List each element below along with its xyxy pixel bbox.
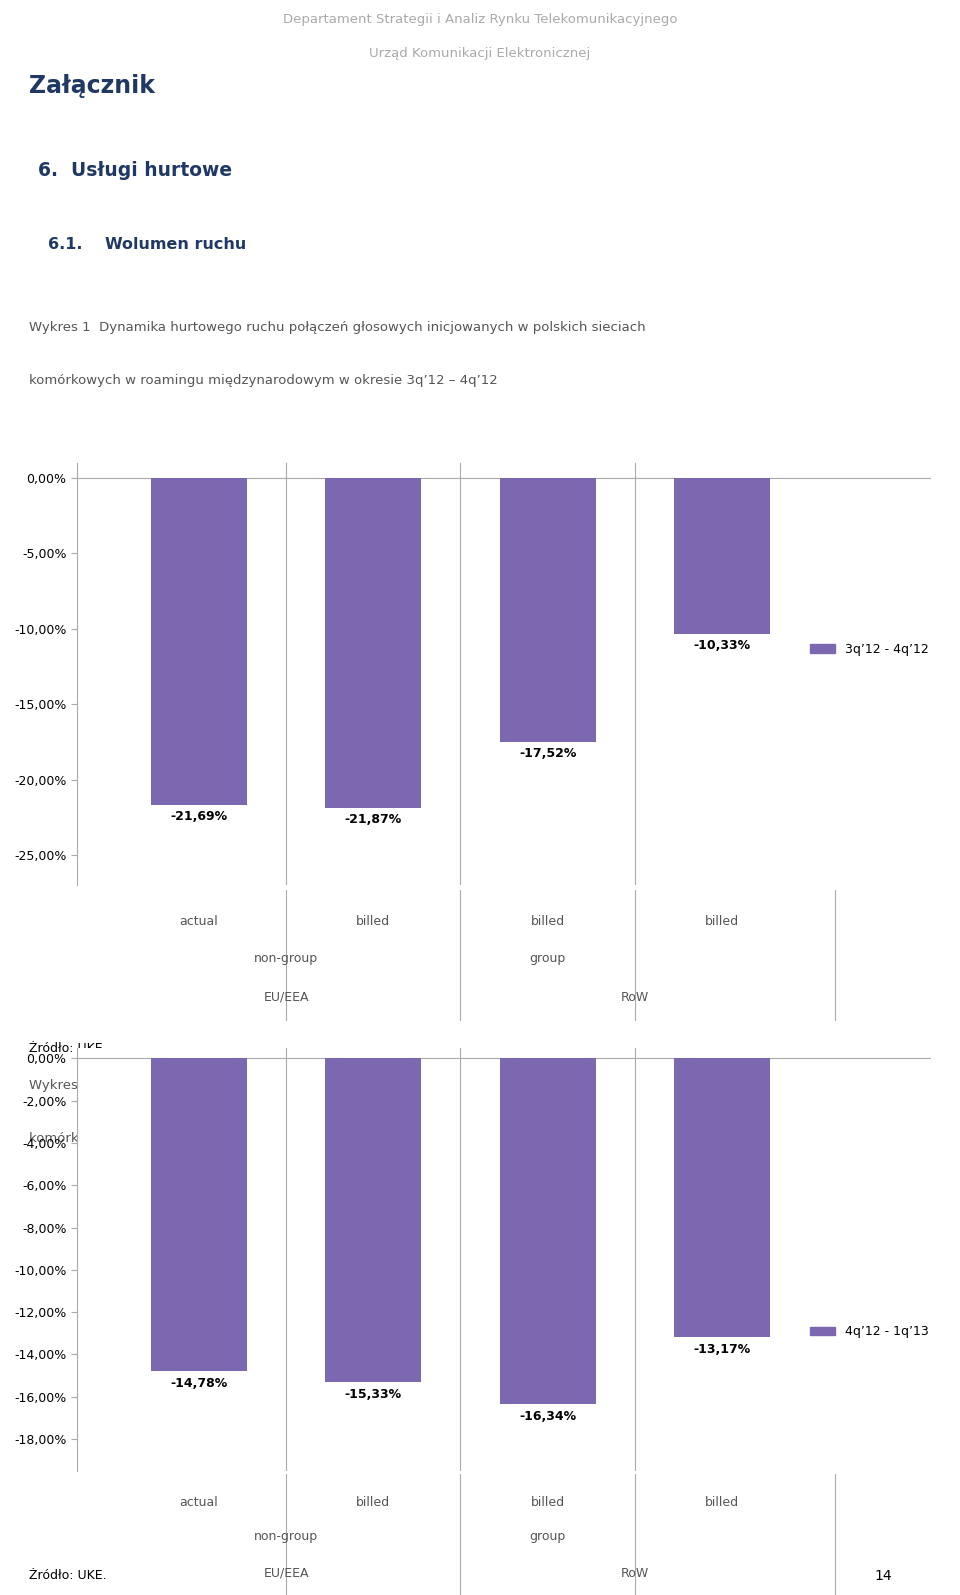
Text: billed: billed — [705, 1496, 739, 1509]
Bar — [325, 1059, 421, 1383]
Bar — [674, 1059, 770, 1337]
Text: 6.1.    Wolumen ruchu: 6.1. Wolumen ruchu — [48, 238, 247, 252]
Text: -16,34%: -16,34% — [519, 1410, 576, 1423]
Text: group: group — [530, 1530, 565, 1544]
Bar — [499, 477, 595, 742]
Text: -13,17%: -13,17% — [693, 1343, 751, 1356]
Text: Żródło: UKE.: Żródło: UKE. — [29, 1569, 107, 1582]
Text: Żródło: UKE.: Żródło: UKE. — [29, 1042, 107, 1056]
Text: EU/EEA: EU/EEA — [263, 990, 309, 1003]
Text: 14: 14 — [875, 1569, 892, 1582]
Text: EU/EEA: EU/EEA — [263, 1566, 309, 1579]
Text: -21,69%: -21,69% — [170, 810, 228, 823]
Text: RoW: RoW — [621, 990, 649, 1003]
Text: 6.  Usługi hurtowe: 6. Usługi hurtowe — [38, 161, 232, 180]
Text: billed: billed — [356, 916, 391, 928]
Text: -15,33%: -15,33% — [345, 1388, 402, 1402]
Text: komórkowych w roamingu międzynarodowym w okresie 4q’12 – 1q’13: komórkowych w roamingu międzynarodowym w… — [29, 1132, 497, 1145]
Text: Wykres 1  Dynamika hurtowego ruchu połączeń głosowych inicjowanych w polskich si: Wykres 1 Dynamika hurtowego ruchu połącz… — [29, 321, 645, 333]
Text: actual: actual — [180, 916, 218, 928]
Text: -10,33%: -10,33% — [693, 640, 751, 652]
Text: non-group: non-group — [254, 952, 318, 965]
Bar — [325, 477, 421, 807]
Text: -21,87%: -21,87% — [345, 813, 402, 826]
Legend: 4q’12 - 1q’13: 4q’12 - 1q’13 — [804, 1321, 933, 1343]
Legend: 3q’12 - 4q’12: 3q’12 - 4q’12 — [804, 638, 933, 660]
Text: Departament Strategii i Analiz Rynku Telekomunikacyjnego: Departament Strategii i Analiz Rynku Tel… — [283, 13, 677, 27]
Bar — [151, 1059, 247, 1370]
Text: non-group: non-group — [254, 1530, 318, 1544]
Text: Urząd Komunikacji Elektronicznej: Urząd Komunikacji Elektronicznej — [370, 46, 590, 61]
Text: billed: billed — [356, 1496, 391, 1509]
Bar — [499, 1059, 595, 1404]
Text: -17,52%: -17,52% — [519, 748, 576, 761]
Text: billed: billed — [531, 916, 564, 928]
Text: billed: billed — [705, 916, 739, 928]
Text: komórkowych w roamingu międzynarodowym w okresie 3q’12 – 4q’12: komórkowych w roamingu międzynarodowym w… — [29, 373, 497, 388]
Text: RoW: RoW — [621, 1566, 649, 1579]
Text: actual: actual — [180, 1496, 218, 1509]
Text: Wykres 2  Dynamika hurtowego ruchu połączeń głosowych inicjowanych w polskich si: Wykres 2 Dynamika hurtowego ruchu połącz… — [29, 1078, 645, 1093]
Text: billed: billed — [531, 1496, 564, 1509]
Text: Załącznik: Załącznik — [29, 73, 155, 97]
Text: -14,78%: -14,78% — [170, 1376, 228, 1389]
Bar — [151, 477, 247, 805]
Text: group: group — [530, 952, 565, 965]
Bar — [674, 477, 770, 633]
